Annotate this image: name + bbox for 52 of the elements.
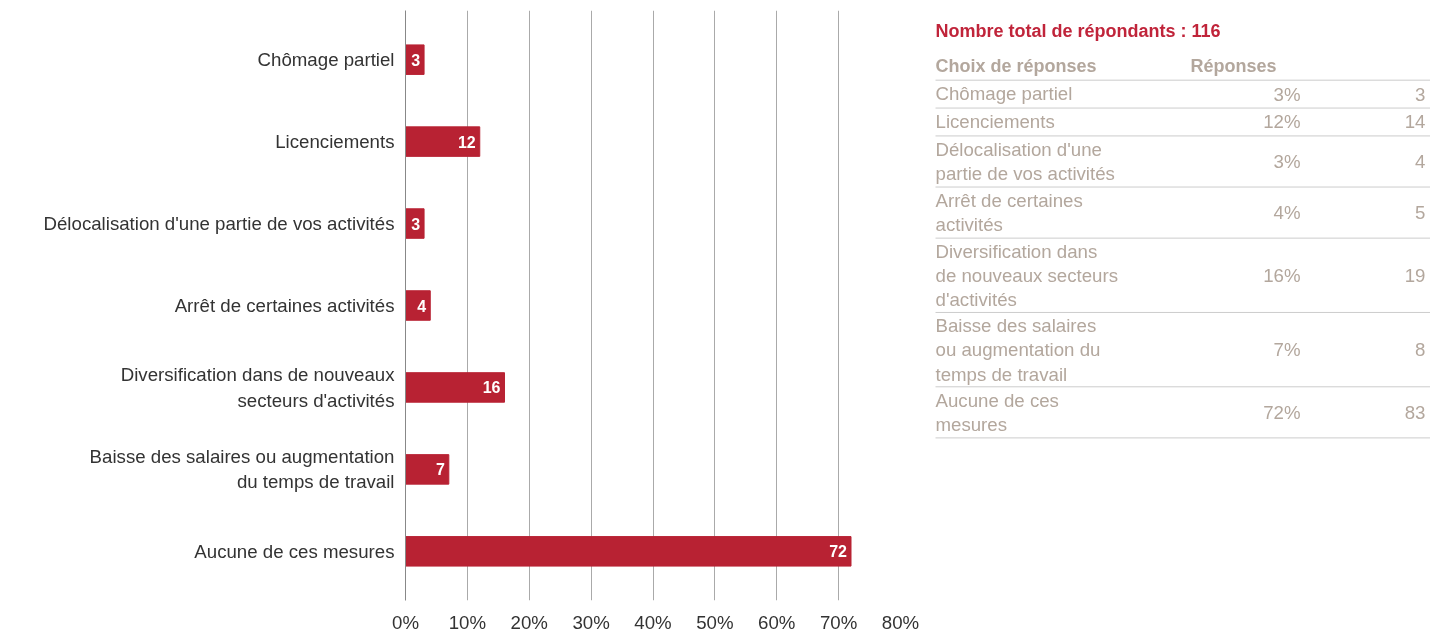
data-label: 7 xyxy=(435,461,445,479)
text: 12% xyxy=(1263,111,1301,133)
text: Réponses xyxy=(1190,56,1277,77)
x-tick-label: 70% xyxy=(819,611,858,633)
text: 16% xyxy=(1263,264,1301,286)
x-tick-label: 10% xyxy=(448,611,487,633)
text: 7% xyxy=(1273,339,1301,361)
x-tick-label: 80% xyxy=(881,611,920,633)
y-tick-label: Licenciements xyxy=(275,131,395,153)
bar xyxy=(405,372,505,403)
bar xyxy=(405,126,481,157)
y-tick-label: Aucune de ces mesures xyxy=(194,540,395,562)
x-tick-label: 0% xyxy=(392,611,419,633)
data-label: 72 xyxy=(829,543,848,561)
y-tick-label: Délocalisation d'une partie de vos activités xyxy=(43,213,395,235)
text: 5 xyxy=(1415,202,1426,224)
text: 4% xyxy=(1273,202,1301,224)
y-tick-label: Arrêt de certaines activités xyxy=(174,295,395,316)
text: 83 xyxy=(1404,401,1426,423)
text: Nombre total de répondants : 116 xyxy=(935,20,1221,41)
bar xyxy=(405,454,450,485)
text: Chômage partiel xyxy=(935,82,1073,104)
x-tick-label: 40% xyxy=(634,611,672,633)
text: Choix de réponses xyxy=(935,56,1097,77)
data-label: 4 xyxy=(417,297,427,315)
text: Baisse des salaires ou augmentation du temps de travail xyxy=(935,315,1101,385)
text: Licenciements xyxy=(935,110,1055,132)
text: 19 xyxy=(1404,264,1426,286)
data-label: 12 xyxy=(457,133,476,151)
x-tick-label: 30% xyxy=(572,611,610,633)
x-tick-label: 20% xyxy=(510,611,548,633)
text: 3 xyxy=(1415,83,1426,105)
y-tick-label: Chômage partiel xyxy=(257,49,395,71)
text: Diversification dans de nouveaux secteurs d'activités xyxy=(935,240,1119,311)
bar xyxy=(405,536,852,567)
data-label: 16 xyxy=(482,379,501,397)
text: 14 xyxy=(1404,111,1426,133)
data-label: 3 xyxy=(411,215,421,233)
text: Aucune de ces mesures xyxy=(935,389,1059,435)
x-tick-label: 50% xyxy=(696,611,734,633)
y-tick-label: Diversification dans de nouveaux secteurs d'activités xyxy=(120,364,396,411)
bar xyxy=(405,290,431,321)
y-tick-label: Baisse des salaires ou augmentation du temps de travail xyxy=(89,446,395,493)
text: 4 xyxy=(1415,150,1426,172)
text: 72% xyxy=(1263,401,1301,423)
text: Arrêt de certaines activités xyxy=(935,189,1083,235)
text: 3% xyxy=(1273,150,1301,172)
text: 3% xyxy=(1273,83,1301,105)
text: 8 xyxy=(1415,339,1426,361)
x-tick-label: 60% xyxy=(758,611,796,633)
text: Délocalisation d'une partie de vos activités xyxy=(935,138,1115,184)
data-label: 3 xyxy=(411,51,421,69)
